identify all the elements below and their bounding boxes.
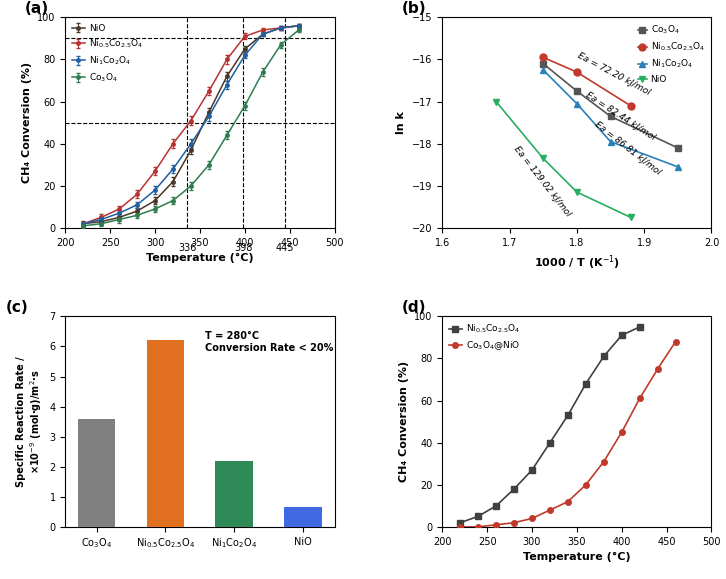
Ni$_{0.5}$Co$_{2.5}$O$_4$ [546, 439, 555, 446]
Co$_3$O$_4$ [674, 144, 682, 151]
Co$_3$O$_4$@NiO [456, 523, 465, 530]
NiO [492, 98, 500, 105]
Text: 445: 445 [276, 243, 295, 252]
Ni$_{0.5}$Co$_{2.5}$O$_4$ [573, 69, 582, 76]
Text: (a): (a) [25, 1, 49, 16]
Co$_3$O$_4$@NiO [563, 498, 572, 505]
Ni$_{0.5}$Co$_{2.5}$O$_4$ [528, 467, 537, 474]
Text: T = 280°C
Conversion Rate < 20%: T = 280°C Conversion Rate < 20% [205, 331, 334, 353]
Ni$_{0.5}$Co$_{2.5}$O$_4$ [617, 332, 626, 339]
Co$_3$O$_4$@NiO [635, 395, 644, 402]
NiO [539, 155, 547, 162]
X-axis label: 1000 / T (K$^{-1}$): 1000 / T (K$^{-1}$) [534, 253, 620, 272]
Ni$_1$Co$_2$O$_4$ [539, 67, 547, 74]
Ni$_{0.5}$Co$_{2.5}$O$_4$ [539, 54, 547, 61]
Text: Ea = 86.81 kJ/mol: Ea = 86.81 kJ/mol [592, 119, 662, 177]
Ni$_1$Co$_2$O$_4$ [573, 100, 582, 107]
Text: 398: 398 [234, 243, 252, 252]
Y-axis label: CH₄ Conversion (%): CH₄ Conversion (%) [22, 62, 32, 183]
Bar [78, 419, 115, 527]
Co$_3$O$_4$@NiO [474, 523, 483, 530]
Bar [216, 461, 253, 527]
Text: Ea = 72.20 kJ/mol: Ea = 72.20 kJ/mol [576, 52, 652, 97]
Ni$_{0.5}$Co$_{2.5}$O$_4$ [582, 380, 590, 387]
Ni$_1$Co$_2$O$_4$ [674, 163, 682, 170]
Text: (b): (b) [402, 1, 426, 16]
Ni$_{0.5}$Co$_{2.5}$O$_4$ [510, 486, 518, 493]
Co$_3$O$_4$@NiO [672, 338, 680, 345]
Co$_3$O$_4$@NiO [582, 481, 590, 488]
Bar [147, 340, 184, 527]
Line: Co$_3$O$_4$: Co$_3$O$_4$ [539, 60, 681, 151]
Co$_3$O$_4$@NiO [510, 519, 518, 526]
Co$_3$O$_4$@NiO [653, 365, 662, 372]
Ni$_{0.5}$Co$_{2.5}$O$_4$ [635, 324, 644, 331]
Ni$_{0.5}$Co$_{2.5}$O$_4$ [627, 102, 635, 109]
Line: Co$_3$O$_4$@NiO: Co$_3$O$_4$@NiO [457, 339, 678, 530]
Ni$_{0.5}$Co$_{2.5}$O$_4$ [563, 412, 572, 419]
Text: Ea = 129.02 kJ/mol: Ea = 129.02 kJ/mol [512, 145, 572, 218]
Legend: Co$_3$O$_4$, Ni$_{0.5}$Co$_{2.5}$O$_4$, Ni$_1$Co$_2$O$_4$, NiO: Co$_3$O$_4$, Ni$_{0.5}$Co$_{2.5}$O$_4$, … [636, 22, 707, 86]
Text: (d): (d) [402, 300, 426, 315]
Line: NiO: NiO [493, 98, 635, 221]
Co$_3$O$_4$ [573, 87, 582, 94]
NiO [573, 189, 582, 196]
Co$_3$O$_4$@NiO [617, 428, 626, 435]
Line: Ni$_{0.5}$Co$_{2.5}$O$_4$: Ni$_{0.5}$Co$_{2.5}$O$_4$ [539, 54, 635, 109]
Text: (c): (c) [6, 300, 29, 315]
Line: Ni$_1$Co$_2$O$_4$: Ni$_1$Co$_2$O$_4$ [539, 67, 681, 170]
Co$_3$O$_4$@NiO [528, 515, 537, 522]
X-axis label: Temperature (°C): Temperature (°C) [523, 552, 631, 562]
Text: 336: 336 [178, 243, 197, 252]
Ni$_{0.5}$Co$_{2.5}$O$_4$ [456, 519, 465, 526]
Ni$_1$Co$_2$O$_4$ [606, 138, 615, 145]
Co$_3$O$_4$@NiO [492, 521, 500, 528]
Ni$_{0.5}$Co$_{2.5}$O$_4$ [492, 503, 500, 510]
Bar [285, 507, 322, 527]
Co$_3$O$_4$ [539, 60, 547, 67]
Line: Ni$_{0.5}$Co$_{2.5}$O$_4$: Ni$_{0.5}$Co$_{2.5}$O$_4$ [457, 324, 643, 526]
Ni$_{0.5}$Co$_{2.5}$O$_4$ [474, 513, 483, 520]
Text: Ea = 82.44 kJ/mol: Ea = 82.44 kJ/mol [584, 90, 657, 142]
Co$_3$O$_4$ [606, 113, 615, 120]
Y-axis label: Specific Reaction Rate /
×10$^{-9}$ (mol·g)/m$^2$·s: Specific Reaction Rate / ×10$^{-9}$ (mol… [16, 356, 44, 487]
Co$_3$O$_4$@NiO [546, 507, 555, 514]
Legend: NiO, Ni$_{0.5}$Co$_{2.5}$O$_4$, Ni$_1$Co$_2$O$_4$, Co$_3$O$_4$: NiO, Ni$_{0.5}$Co$_{2.5}$O$_4$, Ni$_1$Co… [70, 22, 145, 86]
NiO [627, 214, 635, 221]
Ni$_{0.5}$Co$_{2.5}$O$_4$ [600, 353, 608, 360]
Y-axis label: ln k: ln k [396, 111, 407, 134]
Co$_3$O$_4$@NiO [600, 458, 608, 465]
X-axis label: Temperature (°C): Temperature (°C) [146, 253, 254, 263]
Y-axis label: CH₄ Conversion (%): CH₄ Conversion (%) [399, 361, 409, 482]
Legend: Ni$_{0.5}$Co$_{2.5}$O$_4$, Co$_3$O$_4$@NiO: Ni$_{0.5}$Co$_{2.5}$O$_4$, Co$_3$O$_4$@N… [446, 321, 522, 354]
